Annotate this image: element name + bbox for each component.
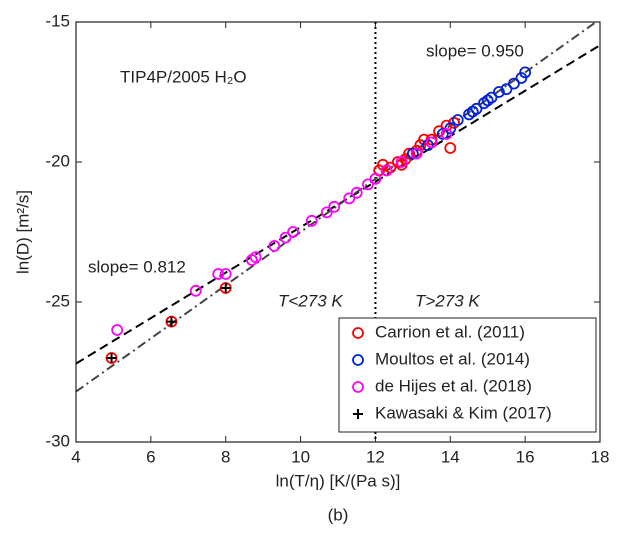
point	[519, 66, 532, 79]
point	[328, 200, 341, 213]
point	[403, 147, 416, 160]
point	[166, 316, 177, 327]
legend-marker	[352, 327, 364, 339]
point	[493, 86, 505, 98]
point	[212, 268, 225, 280]
y-tick-label: -25	[45, 291, 70, 310]
point	[410, 147, 423, 160]
caption: (b)	[328, 505, 349, 524]
point	[440, 128, 453, 140]
point	[249, 251, 262, 264]
point	[406, 147, 419, 160]
x-tick-label: 8	[221, 447, 230, 466]
point	[111, 324, 124, 336]
point	[350, 186, 363, 199]
point	[106, 353, 117, 363]
point	[279, 231, 292, 244]
point	[287, 226, 299, 238]
y-axis-label: ln(D) [m²/s]	[13, 190, 32, 274]
y-tick-label: -20	[45, 151, 70, 170]
x-axis-label: ln(T/η) [K/(Pa s)]	[276, 471, 401, 490]
point	[219, 268, 232, 280]
legend-label: de Hijes et al. (2018)	[375, 376, 532, 395]
plot-frame	[75, 21, 601, 443]
legend-label: Carrion et al. (2011)	[375, 322, 525, 341]
x-tick-label: 10	[291, 447, 310, 466]
x-tick-label: 14	[441, 447, 460, 466]
point	[220, 283, 231, 293]
x-tick-label: 18	[591, 447, 610, 466]
annotation: TIP4P/2005 H₂O	[120, 67, 247, 86]
point	[425, 136, 438, 149]
point	[305, 214, 318, 227]
point	[500, 83, 513, 96]
point	[189, 284, 202, 297]
point	[444, 142, 457, 154]
point	[451, 114, 464, 126]
fit-line	[76, 44, 600, 365]
y-tick-label: -15	[45, 11, 70, 30]
point	[320, 206, 333, 219]
point	[485, 91, 498, 104]
annotation: slope= 0.812	[88, 257, 186, 276]
legend-label: Moultos et al. (2014)	[375, 349, 530, 368]
legend-marker	[352, 354, 364, 366]
legend-marker	[353, 409, 363, 419]
fit-line	[76, 22, 598, 393]
y-tick-label: -30	[45, 431, 70, 450]
x-tick-label: 6	[146, 447, 155, 466]
legend-box	[338, 317, 597, 433]
point	[395, 156, 408, 168]
point	[508, 77, 520, 90]
x-tick-label: 16	[516, 447, 535, 466]
point	[343, 192, 356, 205]
legend-label: Kawasaki & Kim (2017)	[375, 403, 552, 422]
point	[470, 102, 483, 115]
point	[380, 164, 393, 177]
point	[369, 172, 382, 185]
x-tick-label: 12	[366, 447, 385, 466]
annotation: T<273 K	[278, 291, 343, 310]
point	[362, 178, 374, 191]
x-tick-label: 4	[71, 447, 80, 466]
point	[268, 240, 281, 252]
annotation: slope= 0.950	[426, 41, 524, 60]
point	[436, 128, 449, 140]
annotation: T>273 K	[415, 291, 480, 310]
legend-marker	[352, 381, 364, 393]
